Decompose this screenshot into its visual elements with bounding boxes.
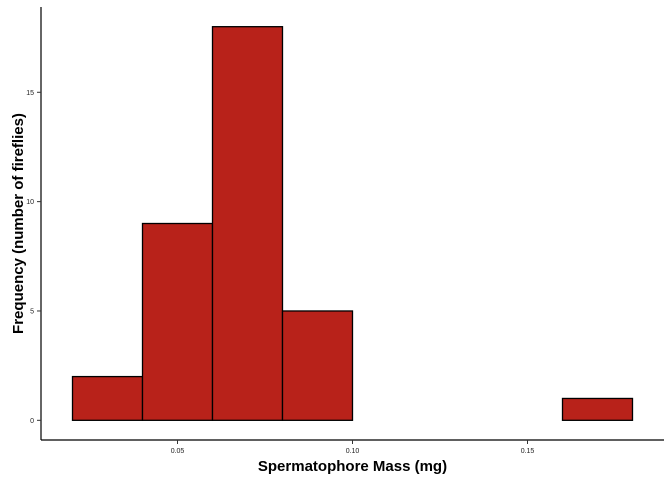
- histogram-bar: [281, 310, 354, 421]
- histogram-bar: [211, 26, 284, 421]
- histogram-bar: [141, 222, 214, 421]
- x-tick-label: 0.10: [346, 448, 360, 455]
- x-tick-label: 0.05: [171, 448, 185, 455]
- histogram-bars: [71, 26, 634, 421]
- y-axis-title: Frequency (number of fireflies): [10, 113, 27, 334]
- y-axis-ticks: 0 5 10 15: [26, 90, 41, 425]
- x-axis-title: Spermatophore Mass (mg): [258, 458, 447, 475]
- y-tick-label: 15: [26, 90, 34, 97]
- x-axis-ticks: 0.05 0.10 0.15: [171, 440, 535, 455]
- histogram-bar: [71, 375, 144, 421]
- y-tick-label: 5: [30, 308, 34, 315]
- y-tick-label: 0: [30, 418, 34, 425]
- y-tick-label: 10: [26, 199, 34, 206]
- histogram-bar: [561, 397, 634, 421]
- x-tick-label: 0.15: [521, 448, 535, 455]
